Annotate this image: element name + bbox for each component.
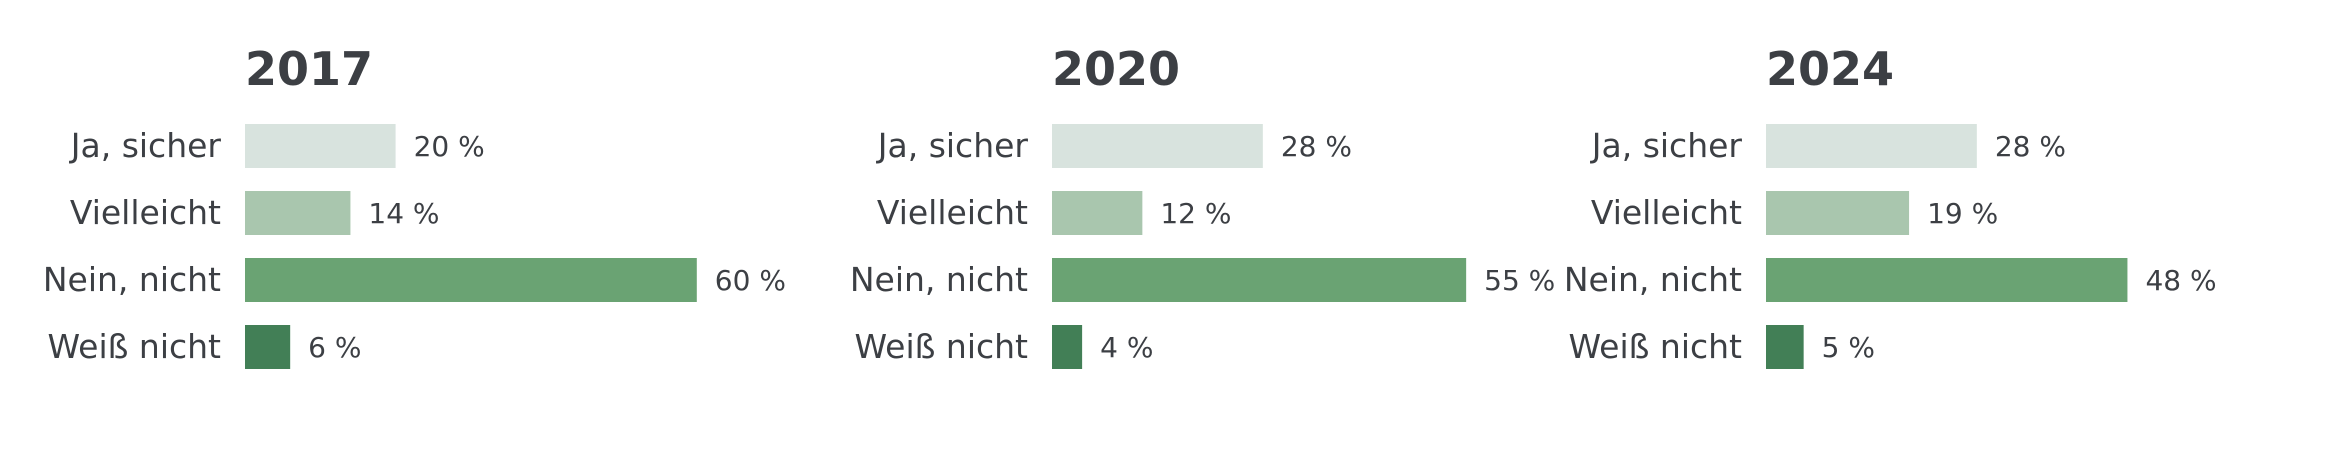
category-label: Nein, nicht: [1564, 260, 1742, 299]
value-label: 19 %: [1927, 197, 1998, 230]
value-label: 20 %: [414, 130, 485, 163]
category-label: Ja, sicher: [69, 126, 222, 165]
value-label: 60 %: [715, 264, 786, 297]
category-label: Vielleicht: [877, 193, 1028, 232]
bar: [245, 258, 697, 302]
value-label: 28 %: [1281, 130, 1352, 163]
bar: [1052, 124, 1263, 168]
category-label: Nein, nicht: [43, 260, 221, 299]
category-label: Ja, sicher: [876, 126, 1029, 165]
bar: [245, 325, 291, 369]
chart-title: 2020: [1052, 42, 1180, 96]
bar: [1766, 325, 1804, 369]
bar: [1766, 191, 1910, 235]
category-label: Weiß nicht: [854, 327, 1028, 366]
value-label: 5 %: [1822, 331, 1875, 364]
category-label: Vielleicht: [1591, 193, 1742, 232]
value-label: 48 %: [2145, 264, 2216, 297]
value-label: 55 %: [1484, 264, 1555, 297]
category-label: Vielleicht: [70, 193, 221, 232]
bar: [1766, 124, 1977, 168]
bar: [1052, 191, 1143, 235]
value-label: 28 %: [1995, 130, 2066, 163]
bar: [1052, 325, 1083, 369]
bar: [245, 124, 396, 168]
value-label: 6 %: [308, 331, 361, 364]
category-label: Weiß nicht: [1568, 327, 1742, 366]
bar: [1766, 258, 2128, 302]
value-label: 12 %: [1160, 197, 1231, 230]
value-label: 14 %: [368, 197, 439, 230]
category-label: Weiß nicht: [47, 327, 221, 366]
bar: [245, 191, 351, 235]
value-label: 4 %: [1100, 331, 1153, 364]
chart-title: 2017: [245, 42, 373, 96]
category-label: Nein, nicht: [850, 260, 1028, 299]
chart-2020: 2020 Ja, sicher 28 % Vielleicht 12 % Nein, ni…: [850, 42, 1555, 369]
chart-title: 2024: [1766, 42, 1894, 96]
category-label: Ja, sicher: [1590, 126, 1743, 165]
chart-2017: 2017 Ja, sicher 20 % Vielleicht 14 % Nein, ni…: [43, 42, 786, 369]
bar: [1052, 258, 1467, 302]
chart-2024: 2024 Ja, sicher 28 % Vielleicht 19 % Nein, ni…: [1564, 42, 2217, 369]
